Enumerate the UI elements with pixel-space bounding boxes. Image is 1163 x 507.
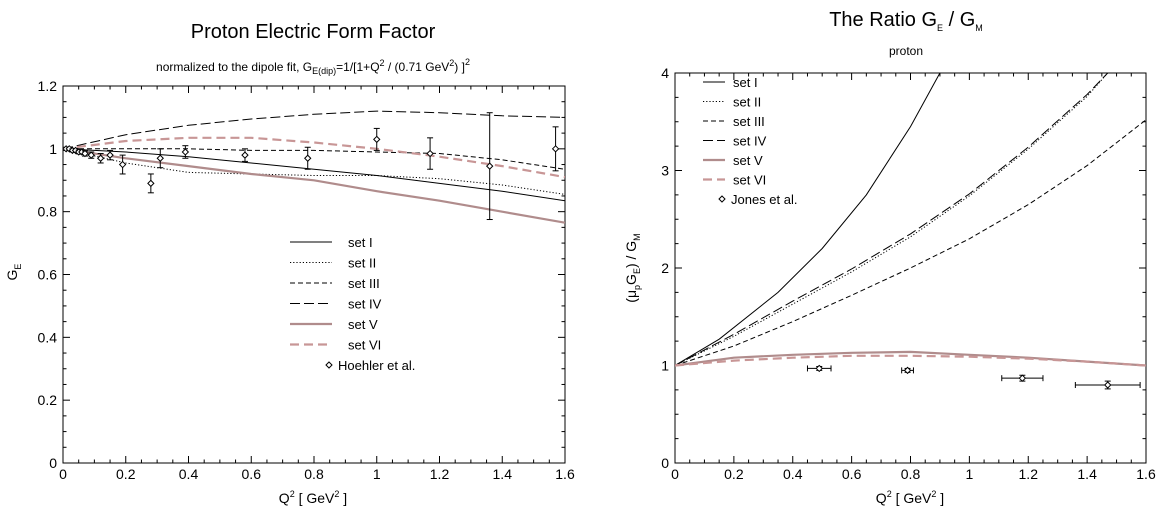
- data-point: [551, 126, 560, 172]
- series-line-set-iv: [63, 110, 565, 150]
- y-tick-label: 1.2: [38, 78, 58, 94]
- x-tick-label: 1.4: [1077, 466, 1097, 482]
- chart-left-legend: set I set II set III set IV set V set VI Hoehl…: [290, 235, 415, 373]
- chart-left-ylabel: GE: [4, 264, 23, 281]
- legend-label: set V: [733, 153, 763, 168]
- y-tick-label: 0.6: [38, 267, 58, 283]
- legend-label: set VI: [348, 338, 381, 353]
- chart-right-axes: 0 0.2 0.4 0.6 0.8 1 1.2 1.4 1.6 0 1 2 3 4: [661, 65, 1156, 482]
- chart-left: Proton Electric Form Factor normalized t…: [4, 21, 575, 506]
- x-tick-label: 0.6: [842, 466, 862, 482]
- chart-left-xlabel: Q2 [ GeV2 ]: [279, 489, 347, 506]
- data-point: [147, 173, 155, 194]
- data-point: [87, 151, 95, 159]
- x-tick-label: 0.6: [242, 466, 262, 482]
- legend-label: set IV: [348, 297, 382, 312]
- y-tick-label: 4: [661, 65, 669, 81]
- series-line-set-ii: [675, 73, 1109, 366]
- chart-right-legend: set I set II set III set IV set V set VI Jones…: [703, 75, 798, 207]
- chart-right-lines: [675, 73, 1146, 367]
- x-tick-label: 1.4: [493, 466, 513, 482]
- data-point: [373, 127, 381, 151]
- x-tick-label: 1: [965, 466, 973, 482]
- data-point: [806, 364, 832, 373]
- y-tick-label: 0: [661, 455, 669, 471]
- data-point: [96, 153, 105, 164]
- legend-label: Hoehler et al.: [338, 358, 415, 373]
- y-tick-label: 2: [661, 260, 669, 276]
- series-line-set-ii: [63, 148, 565, 195]
- legend-label: set VI: [733, 173, 766, 188]
- chart-left-points: [62, 112, 560, 221]
- chart-left-axes: 0 0.2 0.4 0.6 0.8 1 1.2 1.4 1.6 0 0.2 0.4 0.6 0.8 1 1.2: [38, 78, 575, 482]
- series-line-set-v: [63, 147, 565, 224]
- legend-label: Jones et al.: [731, 192, 798, 207]
- legend-label: set II: [348, 256, 376, 271]
- x-tick-label: 0: [671, 466, 679, 482]
- data-point: [241, 148, 249, 162]
- data-point: [901, 366, 914, 375]
- legend-label: set IV: [733, 134, 767, 149]
- chart-right-plot-frame: [674, 72, 1147, 464]
- data-point: [81, 149, 89, 158]
- y-tick-label: 0.4: [38, 329, 58, 345]
- chart-left-lines: [63, 110, 565, 224]
- x-tick-label: 1: [373, 466, 381, 482]
- data-point: [106, 149, 114, 161]
- chart-right-points: [806, 364, 1141, 390]
- chart-right: The Ratio GE / GM proton 0 0.2 0.4 0.6 0.8 1 1…: [623, 9, 1156, 506]
- y-tick-label: 1: [49, 141, 57, 157]
- series-line-set-vi: [63, 136, 565, 179]
- data-point: [181, 145, 190, 159]
- y-tick-label: 0.2: [38, 392, 58, 408]
- legend-label: set II: [733, 95, 761, 110]
- data-point: [1074, 380, 1141, 390]
- chart-right-title: The Ratio GE / GM: [829, 9, 983, 33]
- legend-label: set III: [348, 276, 380, 291]
- x-tick-label: 0.4: [783, 466, 803, 482]
- data-point: [485, 112, 494, 221]
- x-tick-label: 0.2: [724, 466, 744, 482]
- y-tick-label: 1: [661, 358, 669, 374]
- chart-right-ylabel: (μpGE) / GM: [623, 233, 642, 302]
- x-tick-label: 1.2: [430, 466, 450, 482]
- legend-marker: [718, 195, 726, 203]
- x-tick-label: 0.8: [304, 466, 324, 482]
- data-point: [118, 154, 127, 175]
- y-tick-label: 3: [661, 163, 669, 179]
- series-line-set-v: [675, 350, 1146, 367]
- series-line-set-iii: [63, 148, 565, 170]
- data-point: [1001, 374, 1044, 382]
- x-tick-label: 0.4: [179, 466, 199, 482]
- chart-right-subtitle: proton: [889, 44, 923, 58]
- x-tick-label: 0.2: [116, 466, 136, 482]
- series-line-set-iii: [675, 119, 1146, 366]
- x-tick-label: 1.6: [1136, 466, 1156, 482]
- series-line-set-i: [63, 148, 565, 202]
- chart-right-xlabel: Q2 [ GeV2 ]: [876, 489, 944, 506]
- chart-left-subtitle: normalized to the dipole fit, GE(dip)=1/…: [156, 57, 470, 76]
- x-tick-label: 0.8: [901, 466, 921, 482]
- series-line-set-vi: [675, 354, 1146, 367]
- legend-label: set III: [733, 114, 765, 129]
- y-tick-label: 0.8: [38, 204, 58, 220]
- data-point: [426, 137, 434, 170]
- x-tick-label: 0: [59, 466, 67, 482]
- legend-label: set I: [733, 75, 758, 90]
- x-tick-label: 1.6: [555, 466, 575, 482]
- legend-label: set V: [348, 317, 378, 332]
- series-line-set-iv: [675, 73, 1109, 366]
- y-tick-label: 0: [49, 455, 57, 471]
- x-tick-label: 1.2: [1019, 466, 1039, 482]
- data-point: [304, 146, 312, 170]
- data-point: [156, 148, 164, 169]
- series-line-set-i: [675, 73, 941, 366]
- legend-marker: [325, 361, 333, 369]
- chart-left-title: Proton Electric Form Factor: [191, 21, 436, 43]
- legend-label: set I: [348, 235, 373, 250]
